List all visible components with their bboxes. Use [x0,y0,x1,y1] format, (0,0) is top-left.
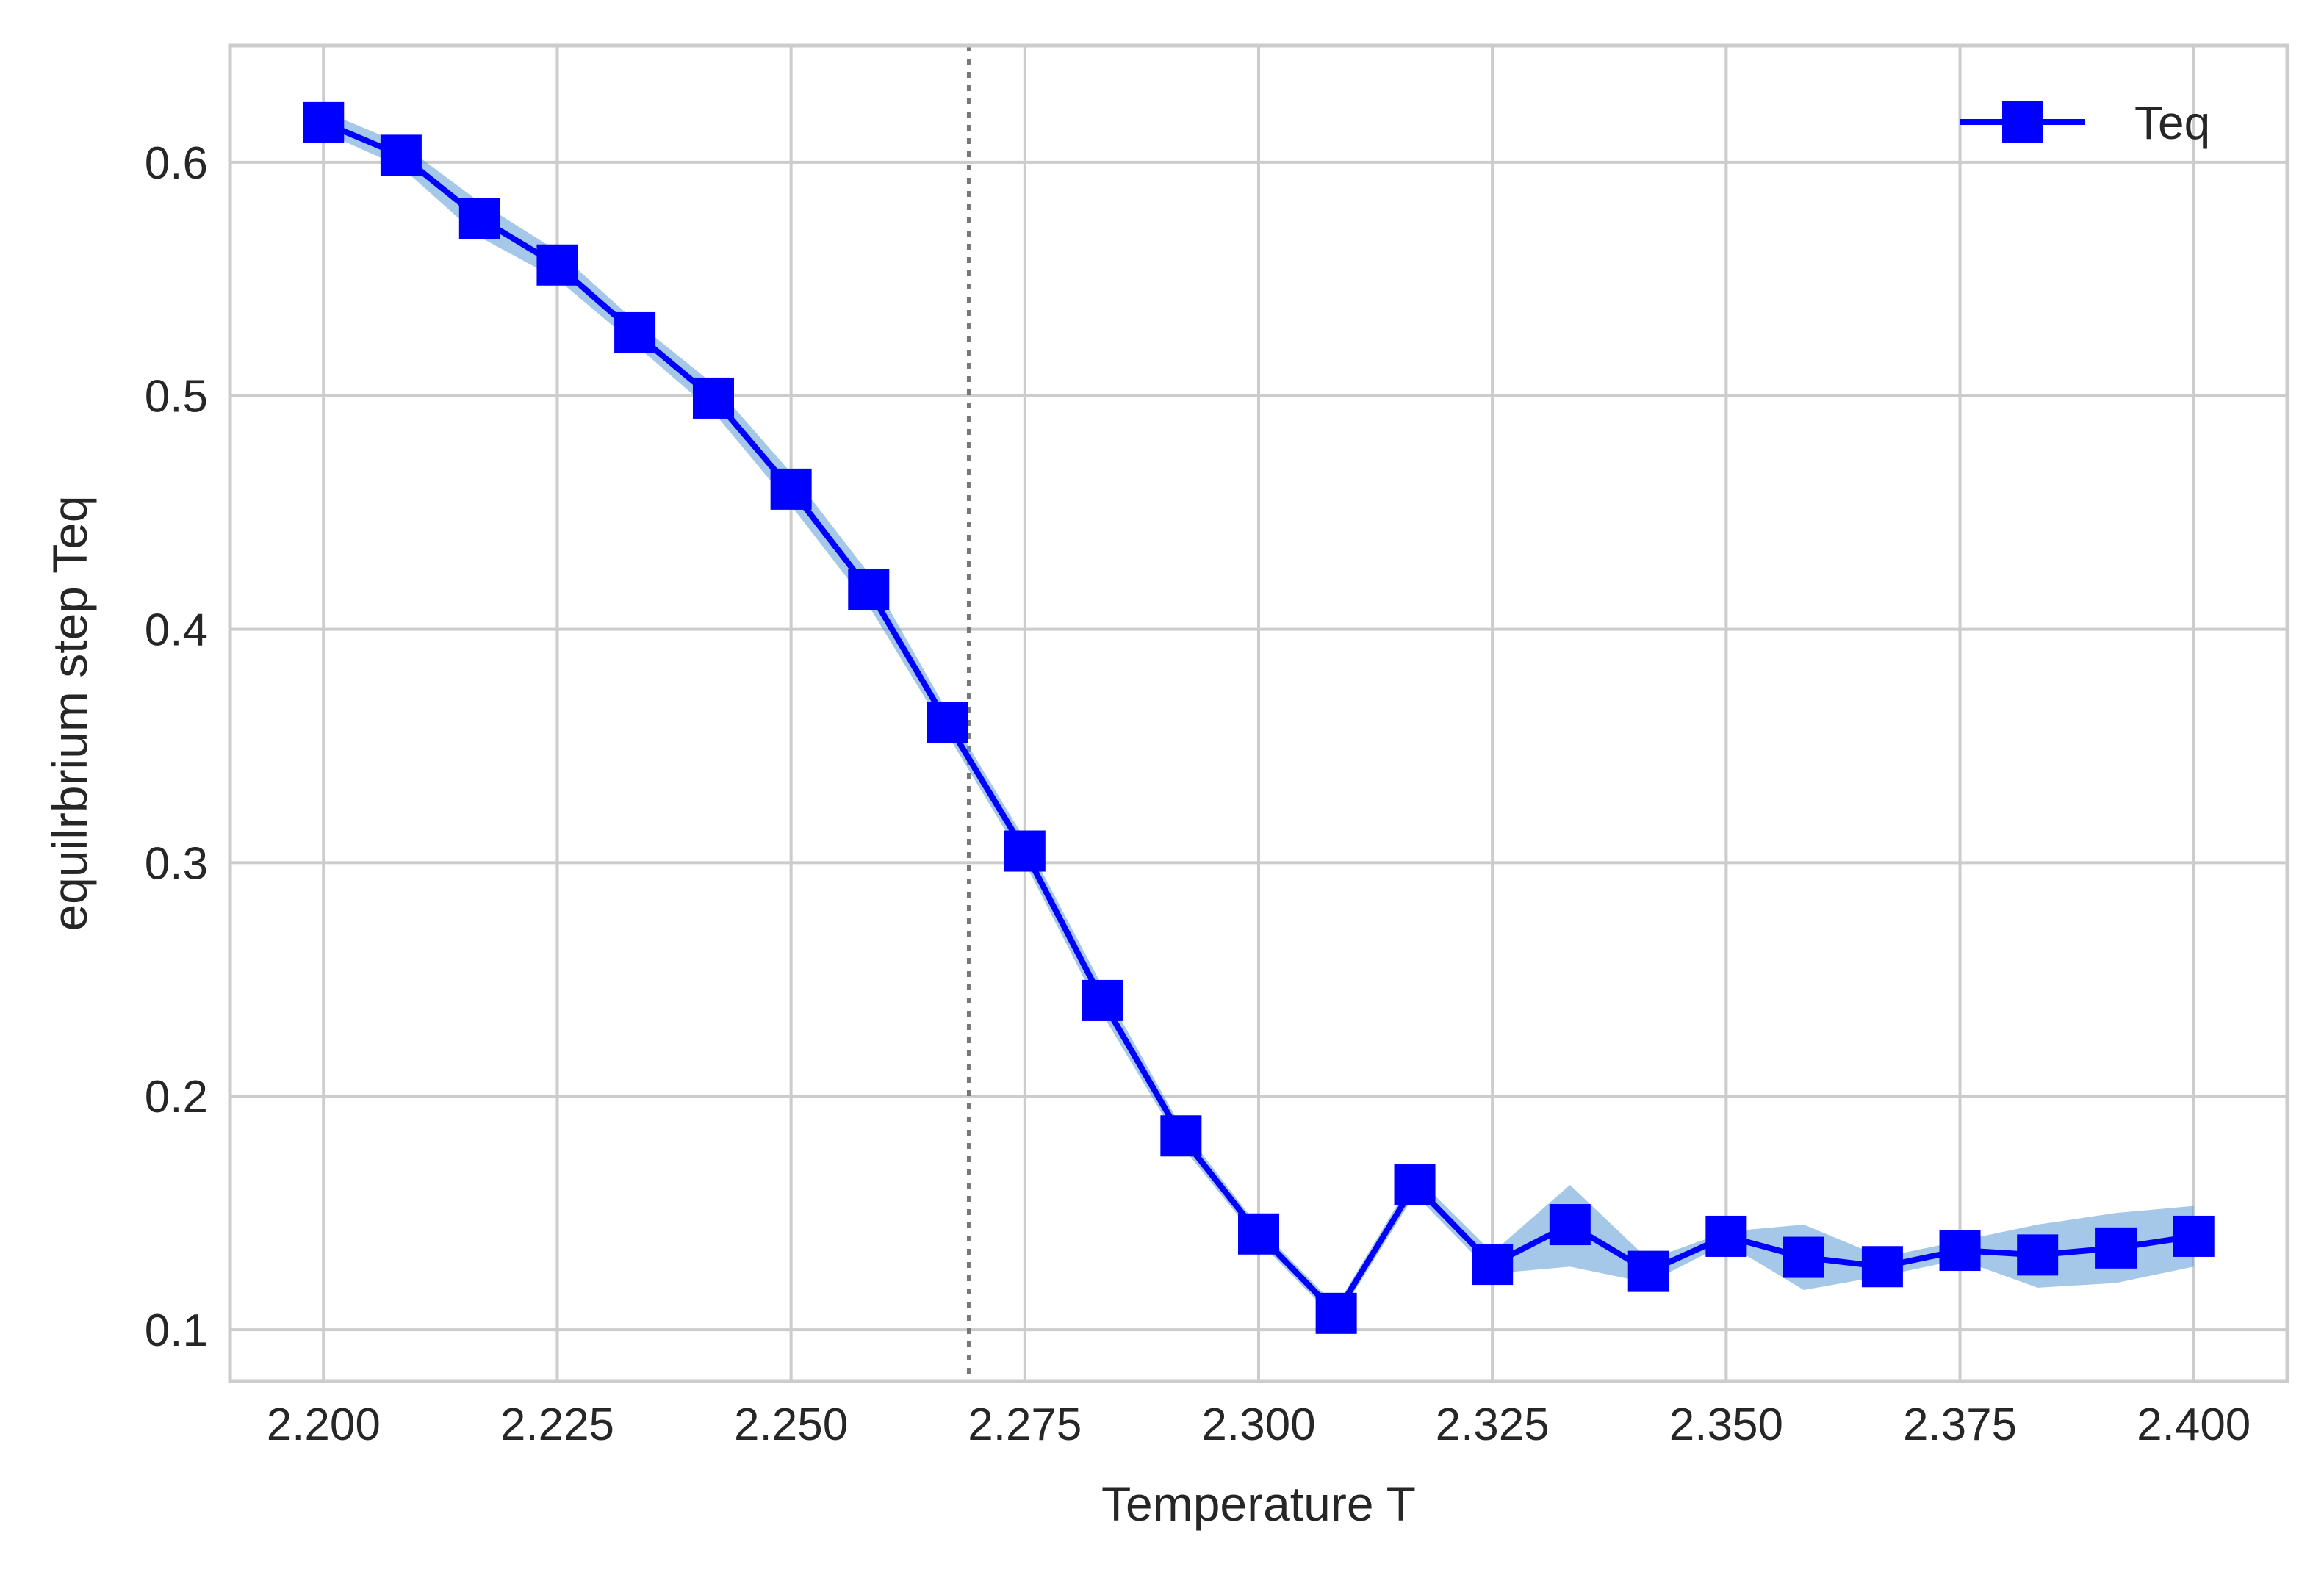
x-tick-label: 2.350 [1669,1399,1783,1450]
x-tick-label: 2.225 [500,1399,614,1450]
x-tick-label: 2.275 [968,1399,1082,1450]
data-point-marker [1549,1204,1591,1246]
y-tick-label: 0.3 [145,838,208,889]
data-point-marker [1315,1292,1357,1334]
data-point-marker [1627,1250,1669,1292]
x-tick-label: 2.200 [267,1399,381,1450]
data-point-marker [927,702,968,743]
legend-label: Teq [2134,96,2210,149]
data-point-marker [770,468,812,510]
error-band [323,110,2194,1321]
data-point-marker [693,377,734,419]
data-point-marker [2095,1227,2137,1269]
data-point-marker [848,569,890,610]
data-point-marker [1705,1215,1747,1257]
data-point-marker [1939,1230,1981,1272]
x-tick-label: 2.300 [1201,1399,1315,1450]
data-point-marker [1394,1164,1436,1206]
x-axis-label: Temperature T [1101,1477,1416,1531]
data-point-marker [2173,1215,2215,1257]
series-layer [303,101,2215,1334]
y-tick-labels: 0.1 0.2 0.3 0.4 0.5 0.6 [145,138,208,1356]
data-point-marker [458,198,500,239]
y-tick-label: 0.4 [145,605,208,656]
error-band-layer [323,110,2194,1321]
y-tick-label: 0.5 [145,372,208,422]
data-point-marker [1082,979,1123,1021]
x-tick-labels: 2.200 2.225 2.250 2.275 2.300 2.325 2.350 2.375… [267,1399,2251,1450]
grid [230,46,2287,1381]
data-point-marker [1783,1236,1824,1278]
data-point-marker [380,134,422,176]
y-tick-label: 0.6 [145,138,208,189]
x-tick-label: 2.250 [734,1399,848,1450]
x-tick-label: 2.375 [1903,1399,2017,1450]
y-axis-label: equilrbrium step Teq [43,495,97,931]
y-tick-label: 0.1 [145,1305,208,1356]
x-tick-label: 2.400 [2137,1399,2251,1450]
plot-frame [228,43,2289,1383]
x-tick-label: 2.325 [1436,1399,1550,1450]
data-point-marker [303,101,345,143]
y-tick-label: 0.2 [145,1072,208,1122]
data-point-marker [1160,1115,1202,1157]
legend: Teq [1960,96,2210,149]
data-point-marker [536,244,578,286]
data-point-marker [2017,1234,2059,1276]
legend-marker [2002,101,2043,143]
data-point-marker [1004,830,1046,872]
data-point-marker [1238,1213,1279,1255]
data-point-marker [1861,1246,1903,1288]
data-point-marker [614,311,656,353]
data-point-marker [1472,1244,1514,1286]
